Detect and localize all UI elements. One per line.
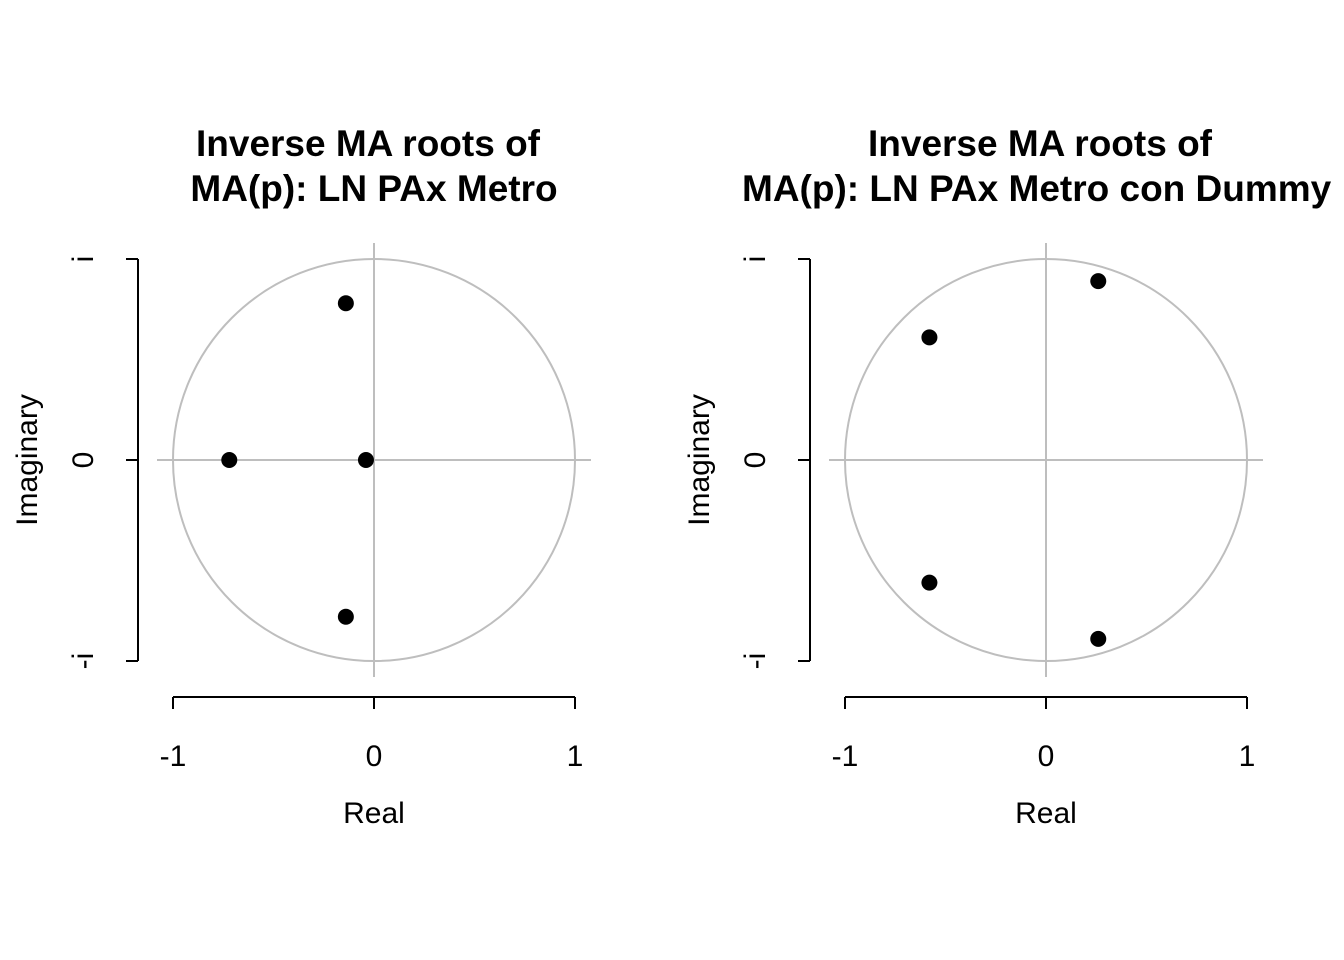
- plot-area: -i 0 i -1 0 1: [739, 243, 1263, 773]
- y-tick-label: i: [739, 256, 772, 263]
- x-tick-label: -1: [832, 740, 859, 773]
- y-tick-label: -i: [739, 653, 772, 670]
- root-point: [357, 452, 374, 468]
- root-point: [1090, 273, 1107, 290]
- root-point: [921, 329, 938, 346]
- x-tick-label: 1: [1239, 740, 1256, 773]
- x-tick-label: -1: [160, 740, 187, 773]
- y-tick-label: 0: [67, 452, 100, 469]
- unit-circle: [172, 258, 576, 662]
- plot-area: -i 0 i -1 0 1: [67, 243, 591, 773]
- chart-title-line1: Inverse MA roots of: [196, 123, 541, 164]
- x-tick-label: 0: [1038, 740, 1055, 773]
- chart-panel-left: Inverse MA roots of MA(p): LN PAx Metro …: [11, 123, 591, 830]
- x-tick-label: 1: [567, 740, 584, 773]
- x-tick-label: 0: [366, 740, 383, 773]
- chart-title-line1: Inverse MA roots of: [868, 123, 1213, 164]
- chart-title-line2: MA(p): LN PAx Metro: [190, 168, 557, 209]
- unit-circle: [844, 258, 1248, 662]
- chart-title-line2: MA(p): LN PAx Metro con Dummy: [742, 168, 1332, 209]
- root-point: [921, 574, 938, 591]
- y-tick-label: -i: [67, 653, 100, 670]
- root-point: [337, 295, 354, 312]
- y-tick-label: i: [67, 256, 100, 263]
- x-axis-label: Real: [343, 797, 405, 830]
- y-axis-label: Imaginary: [11, 394, 44, 526]
- root-point: [1090, 630, 1107, 647]
- x-axis-label: Real: [1015, 797, 1077, 830]
- y-axis-label: Imaginary: [683, 394, 716, 526]
- root-point: [337, 608, 354, 625]
- y-tick-label: 0: [739, 452, 772, 469]
- chart-panel-right: Inverse MA roots of MA(p): LN PAx Metro …: [683, 123, 1332, 830]
- root-point: [221, 452, 238, 468]
